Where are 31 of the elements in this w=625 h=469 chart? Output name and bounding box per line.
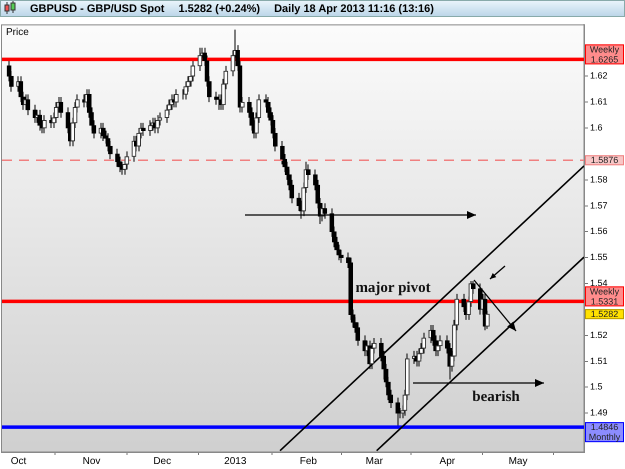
- y-tick-label: 1.62: [590, 70, 608, 81]
- y-tick-label: 1.51: [590, 356, 608, 366]
- y-tick-label: 1.54: [590, 278, 608, 288]
- y-tick-label: 1.55: [590, 252, 608, 262]
- annotation: major pivot: [355, 280, 431, 296]
- x-tick-label: Mar: [366, 456, 384, 467]
- x-tick-label: Apr: [440, 456, 456, 467]
- x-tick-label: May: [508, 456, 528, 467]
- y-tick-label: 1.57: [590, 200, 608, 210]
- ref-line-label: 1.5331 Weekly: [590, 286, 620, 306]
- chart-subtitle: 1.5282 (+0.24%): [178, 2, 260, 16]
- ref-line-label: 1.6265 Weekly: [590, 44, 620, 64]
- chart-title: GBPUSD - GBP/USD Spot: [30, 2, 164, 16]
- y-tick-label: 1.52: [590, 330, 608, 340]
- x-tick-label: Dec: [153, 456, 172, 467]
- y-axis-title: Price: [6, 27, 30, 38]
- y-tick-label: 1.49: [590, 408, 608, 418]
- text: 1.5282: [590, 309, 618, 320]
- ref-line-label: 1.4846 Monthly: [588, 422, 621, 442]
- x-tick-label: Nov: [82, 456, 100, 467]
- y-tick-label: 1.61: [590, 96, 608, 107]
- text: Daily 18 Apr 2013 11:16 (13:16): [274, 2, 434, 16]
- y-tick-label: 1.5: [590, 382, 603, 392]
- x-tick-label: Feb: [300, 456, 318, 467]
- x-tick-label: 2013: [224, 456, 247, 467]
- y-tick-label: 1.6: [590, 122, 603, 133]
- annotation: bearish: [472, 388, 520, 405]
- ref-line-label: 1.5876: [590, 155, 618, 166]
- y-tick-label: 1.56: [590, 226, 608, 236]
- y-tick-label: 1.58: [590, 174, 608, 184]
- x-tick-label: Oct: [10, 456, 26, 467]
